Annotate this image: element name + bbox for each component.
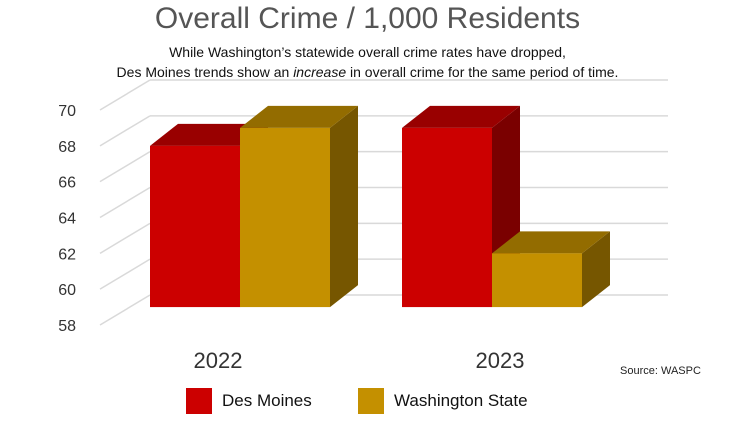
- legend-item-des-moines: Des Moines: [186, 386, 312, 416]
- bar-side-1-1: [582, 231, 610, 308]
- x-category-label: 2022: [194, 348, 243, 373]
- y-tick-label: 66: [58, 175, 76, 192]
- bar-top-1-0: [240, 105, 358, 128]
- bar-top-1-1: [492, 231, 610, 254]
- gridline-side: [99, 294, 151, 326]
- gridline-side: [99, 115, 151, 147]
- x-category-label: 2023: [476, 348, 525, 373]
- y-tick-label: 62: [58, 246, 76, 263]
- subtitle-text-start: Des Moines trends show an: [116, 64, 294, 80]
- gridline-side: [99, 186, 151, 219]
- subtitle-text-end: in overall crime for the same period of …: [346, 64, 619, 80]
- y-tick-label: 68: [58, 139, 76, 156]
- legend-swatch-washington-state: [358, 388, 384, 414]
- subtitle-emphasis: increase: [293, 64, 347, 80]
- gridline-side: [99, 222, 151, 254]
- source-note: Source: WASPC: [620, 365, 701, 377]
- bar-side-1-0: [330, 105, 358, 308]
- legend-swatch-des-moines: [186, 388, 212, 414]
- gridline-side: [99, 258, 151, 290]
- bar-0-1: [402, 127, 492, 308]
- chart-subtitle-line-2: Des Moines trends show an increase in ov…: [0, 64, 735, 80]
- bar-0-0: [150, 145, 240, 308]
- bar-top-0-1: [402, 105, 520, 128]
- legend-item-washington-state: Washington State: [358, 386, 528, 416]
- y-tick-label: 70: [58, 103, 76, 120]
- x-axis-categories: 2022 2023: [194, 348, 525, 373]
- bar-1-1: [492, 253, 582, 308]
- bar-1-0: [240, 127, 330, 308]
- gridline-side: [99, 79, 151, 111]
- chart-title: Overall Crime / 1,000 Residents: [154, 2, 581, 35]
- legend-label-washington-state: Washington State: [394, 391, 528, 410]
- y-axis-ticks: 58 60 62 64 66 68 70: [58, 103, 76, 335]
- bar-top-0-0: [150, 123, 268, 146]
- y-tick-label: 60: [58, 282, 76, 299]
- y-tick-label: 58: [58, 318, 76, 335]
- y-tick-label: 64: [58, 211, 76, 228]
- bars: [150, 105, 610, 308]
- legend-label-des-moines: Des Moines: [222, 391, 312, 410]
- gridline-side: [99, 151, 151, 183]
- chart-subtitle-line-1: While Washington’s statewide overall cri…: [169, 44, 566, 60]
